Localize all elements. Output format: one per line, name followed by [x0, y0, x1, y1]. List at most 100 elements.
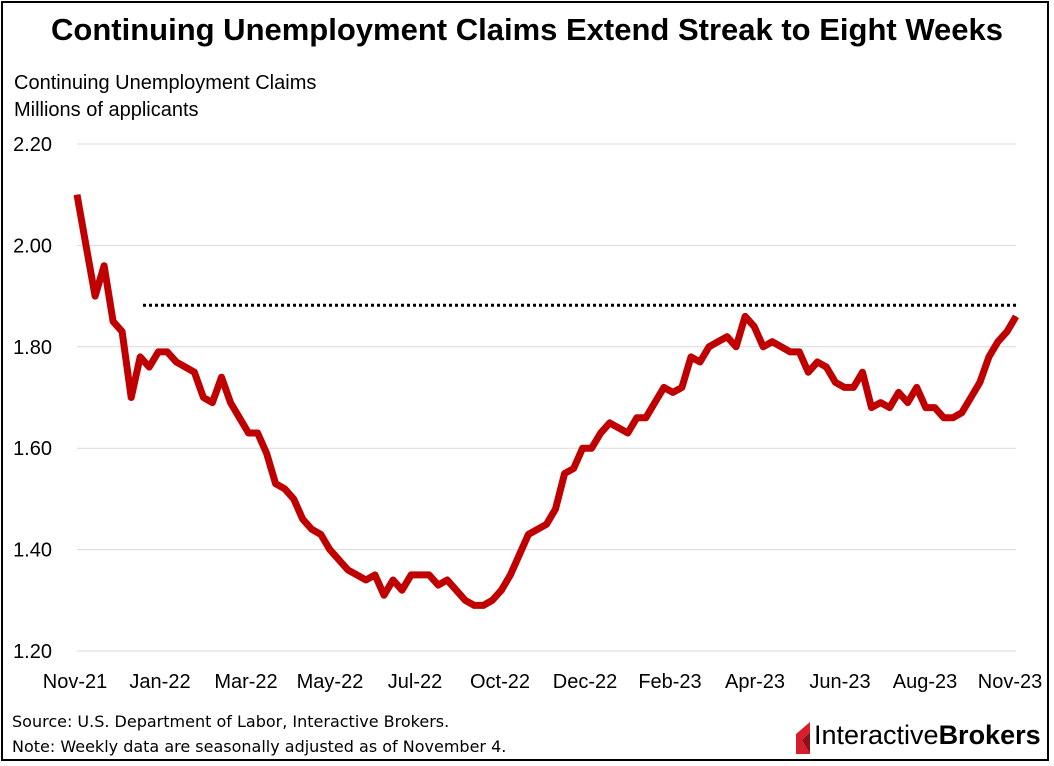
x-tick-label: Nov-23 [978, 671, 1042, 693]
data-point [230, 402, 231, 404]
data-point [582, 447, 584, 449]
x-tick-label: Nov-21 [43, 671, 107, 693]
data-point [356, 574, 358, 576]
data-point [130, 397, 132, 398]
data-point [681, 386, 683, 388]
data-point [807, 371, 809, 373]
data-point [916, 386, 918, 388]
data-point [401, 589, 403, 591]
interactive-brokers-logo-icon [796, 722, 810, 754]
x-tick-label: Apr-23 [725, 671, 785, 693]
data-point [374, 574, 376, 576]
data-point [103, 265, 105, 267]
y-axis-label: Continuing Unemployment Claims [14, 72, 317, 94]
data-point [473, 604, 475, 606]
data-point [970, 397, 972, 398]
y-tick-label: 2.20 [13, 134, 52, 156]
y-tick-label: 1.40 [13, 540, 52, 562]
y-axis-ticks: 2.20 2.00 1.80 1.60 1.40 1.20 [13, 134, 52, 663]
data-point [988, 356, 990, 358]
logo-text-bold: Brokers [938, 720, 1041, 750]
data-point [211, 402, 213, 404]
data-point [645, 417, 647, 419]
y-tick-label: 1.20 [13, 641, 52, 663]
data-point [862, 371, 863, 373]
data-point [139, 356, 141, 358]
data-point [257, 432, 259, 434]
logo-text-regular: Interactive [814, 720, 939, 750]
x-tick-label: Mar-22 [214, 671, 277, 693]
data-point [780, 346, 782, 348]
data-point [329, 549, 331, 551]
x-tick-label: Jan-22 [129, 671, 190, 693]
data-point [880, 402, 882, 404]
data-point [509, 574, 511, 576]
data-point [410, 574, 412, 576]
data-point [365, 579, 367, 581]
data-point [437, 584, 439, 586]
data-point [564, 473, 566, 474]
data-point [491, 599, 493, 601]
data-point [193, 371, 195, 373]
data-point [221, 376, 222, 378]
data-point [672, 391, 674, 393]
data-point [771, 341, 773, 343]
data-points [76, 194, 1017, 606]
data-point [347, 569, 349, 571]
x-tick-label: Dec-22 [553, 671, 617, 693]
x-axis-ticks: Nov-21 Jan-22 Mar-22 May-22 Jul-22 Oct-22 Dec-… [43, 671, 1042, 693]
data-point [753, 326, 755, 327]
data-point [455, 589, 457, 591]
data-point [500, 589, 502, 591]
data-point [816, 361, 818, 363]
data-point [293, 498, 295, 500]
chart-title: Continuing Unemployment Claims Extend St… [51, 12, 1003, 47]
data-point [834, 381, 836, 383]
data-point [907, 402, 909, 404]
data-point [464, 599, 466, 601]
data-point [148, 366, 150, 368]
data-point [166, 351, 168, 353]
data-point [627, 432, 629, 434]
data-point [338, 559, 340, 561]
data-note: Note: Weekly data are seasonally adjuste… [12, 737, 507, 756]
data-point [979, 381, 981, 383]
data-point [636, 417, 638, 419]
data-point [392, 579, 394, 581]
data-point [527, 533, 529, 535]
data-point [1015, 315, 1017, 317]
data-point [609, 422, 611, 424]
data-point [482, 604, 484, 606]
data-point [76, 194, 78, 196]
data-point [85, 244, 87, 246]
data-point [275, 483, 277, 485]
data-point [690, 356, 692, 358]
source-note: Source: U.S. Department of Labor, Intera… [12, 712, 450, 731]
data-point [428, 574, 430, 576]
data-point [934, 407, 936, 409]
series-line [73, 194, 1020, 609]
data-point [419, 574, 421, 576]
data-point [175, 361, 177, 363]
data-point [997, 341, 999, 343]
data-point [853, 386, 854, 388]
data-point [284, 488, 286, 490]
data-point [961, 412, 963, 414]
data-point [717, 341, 719, 343]
data-point [789, 351, 791, 353]
data-point [446, 579, 448, 581]
data-point [952, 417, 954, 419]
x-tick-label: Jul-22 [388, 671, 442, 693]
data-point [889, 407, 891, 409]
data-point [699, 361, 701, 363]
data-point [844, 386, 845, 388]
logo-text: InteractiveBrokers [814, 720, 1041, 751]
data-point [871, 407, 872, 409]
data-point [573, 468, 575, 469]
data-point [825, 366, 827, 368]
data-point [248, 432, 249, 434]
x-tick-label: May-22 [297, 671, 364, 693]
grid-lines [77, 143, 1016, 652]
data-point [121, 331, 123, 333]
